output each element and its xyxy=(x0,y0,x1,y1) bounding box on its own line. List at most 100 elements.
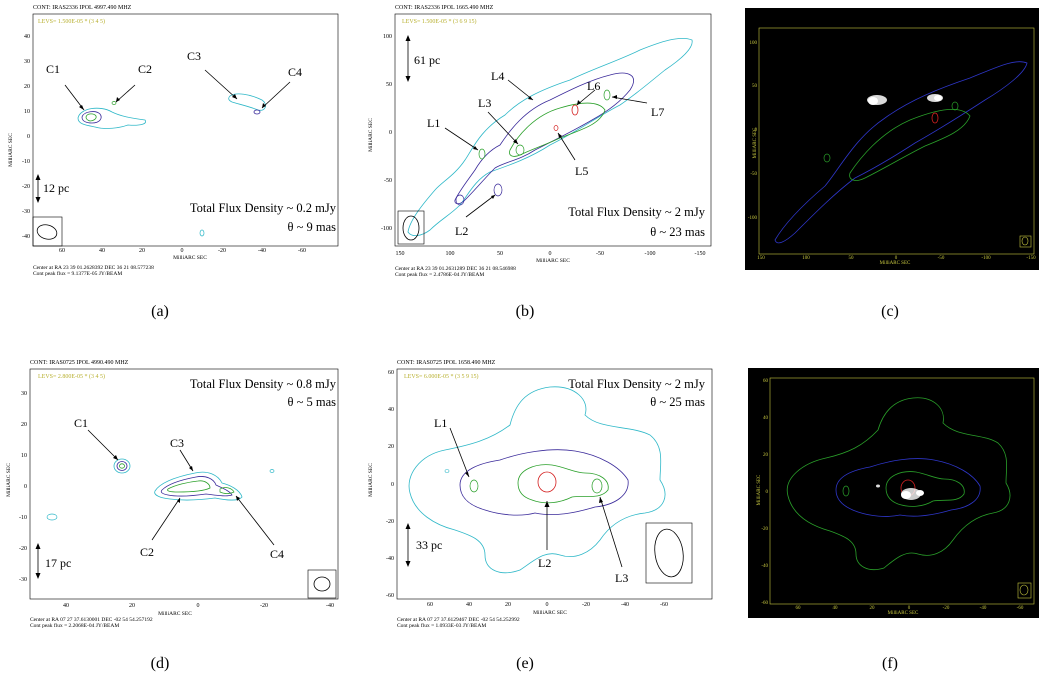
x-tick: -40 xyxy=(326,603,334,609)
x-tick: -40 xyxy=(980,606,987,611)
x-tick: 40 xyxy=(63,603,69,609)
y-tick: 40 xyxy=(388,407,394,413)
y-tick: -10 xyxy=(19,515,27,521)
component-label: L5 xyxy=(575,164,588,178)
x-tick: -60 xyxy=(1017,606,1024,611)
y-tick: -20 xyxy=(19,546,27,552)
theta-label: θ ~ 25 mas xyxy=(650,395,705,409)
y-tick: 100 xyxy=(383,34,392,40)
y-tick: 10 xyxy=(21,453,27,459)
y-tick: 20 xyxy=(21,422,27,428)
panel-footer: Center at RA 07 27 37.6130001 DEC -02 54… xyxy=(30,617,153,630)
y-tick: 20 xyxy=(763,453,769,458)
component-label: C2 xyxy=(140,545,154,559)
x-tick: 40 xyxy=(466,602,472,608)
y-tick: -100 xyxy=(381,226,392,232)
x-axis-label: MilliARC SEC xyxy=(533,610,567,616)
contour-plot: LEVS= 2.800E-05 * (3 4 5) MilliARC SEC M… xyxy=(6,368,339,617)
component-label: L3 xyxy=(615,571,628,585)
y-axis-label: MilliARC SEC xyxy=(753,127,758,158)
levs-text: LEVS= 1.500E-05 * (3 6 9 15) xyxy=(402,18,477,25)
panel-f: MilliARC SEC MilliARC SEC 60 40 20 0 -20… xyxy=(748,368,1039,682)
component-label: C1 xyxy=(46,62,60,76)
y-axis-label: MilliARC SEC xyxy=(368,118,374,152)
x-tick: -150 xyxy=(1026,256,1036,261)
overlay-image: MilliARC SEC MilliARC SEC 100 50 0 -50 -… xyxy=(745,8,1039,270)
overlay-image: MilliARC SEC MilliARC SEC 60 40 20 0 -20… xyxy=(748,368,1039,618)
x-tick: 50 xyxy=(497,251,503,257)
component-label: C1 xyxy=(74,416,88,430)
caption: (e) xyxy=(516,655,534,672)
y-tick: 0 xyxy=(24,484,27,490)
x-tick: -40 xyxy=(258,248,266,254)
x-tick: 60 xyxy=(796,606,802,611)
panel-footer: Center at RA 23 39 01.2628392 DEC 36 21 … xyxy=(33,265,154,278)
x-tick: 40 xyxy=(99,248,105,254)
x-tick: 50 xyxy=(849,256,855,261)
panel-c: MilliARC SEC MilliARC SEC 100 50 0 -50 -… xyxy=(745,8,1039,328)
x-tick: 20 xyxy=(129,603,135,609)
component-label: C3 xyxy=(170,436,184,450)
y-tick: -40 xyxy=(386,556,394,562)
y-axis-label: MilliARC SEC xyxy=(368,463,374,497)
caption: (f) xyxy=(882,655,898,672)
y-tick: 10 xyxy=(24,109,30,115)
x-tick: 0 xyxy=(197,603,200,609)
y-tick: 50 xyxy=(386,82,392,88)
y-tick: 60 xyxy=(388,370,394,376)
component-label: L2 xyxy=(538,556,551,570)
x-tick: 0 xyxy=(549,251,552,257)
panel-d: CONT: IRAS0725 IPOL 4990.490 MHZ LEVS= 2… xyxy=(0,355,345,682)
y-tick: -60 xyxy=(386,593,394,599)
panel-header: CONT: IRAS2336 IPOL 4997.490 MHZ xyxy=(33,5,132,11)
y-tick: 0 xyxy=(755,128,758,133)
y-tick: 100 xyxy=(750,41,758,46)
component-label: L1 xyxy=(434,416,447,430)
y-axis-label: MilliARC SEC xyxy=(6,463,12,497)
x-tick: 60 xyxy=(427,602,433,608)
x-tick: 0 xyxy=(908,606,911,611)
flux-label: Total Flux Density ~ 2 mJy xyxy=(568,377,706,391)
scale-label: 61 pc xyxy=(414,53,440,67)
levs-text: LEVS= 6.000E-05 * (3 5 9 15) xyxy=(404,373,479,380)
component-label: C2 xyxy=(138,62,152,76)
flux-label: Total Flux Density ~ 2 mJy xyxy=(568,205,706,219)
panel-e: CONT: IRAS0725 IPOL 1658.490 MHZ LEVS= 6… xyxy=(360,355,720,682)
y-tick: -40 xyxy=(22,234,30,240)
x-tick: 0 xyxy=(895,256,898,261)
x-tick: -40 xyxy=(621,602,629,608)
y-tick: -40 xyxy=(761,564,768,569)
flux-label: Total Flux Density ~ 0.2 mJy xyxy=(190,201,337,215)
y-tick: -10 xyxy=(22,159,30,165)
x-tick: 60 xyxy=(59,248,65,254)
y-tick: -20 xyxy=(22,184,30,190)
component-label: C3 xyxy=(187,49,201,63)
caption: (b) xyxy=(515,303,535,320)
x-tick: -20 xyxy=(943,606,950,611)
theta-label: θ ~ 5 mas xyxy=(287,395,336,409)
scale-label: 33 pc xyxy=(416,538,442,552)
x-tick: 20 xyxy=(870,606,876,611)
x-tick: -60 xyxy=(660,602,668,608)
y-tick: 0 xyxy=(391,482,394,488)
flux-label: Total Flux Density ~ 0.8 mJy xyxy=(190,377,337,391)
caption: (c) xyxy=(881,303,899,320)
component-label: L7 xyxy=(651,105,664,119)
x-tick: 100 xyxy=(446,251,455,257)
y-tick: 0 xyxy=(27,134,30,140)
x-axis-label: MilliARC SEC xyxy=(158,611,192,617)
caption: (d) xyxy=(150,655,170,672)
panel-header: CONT: IRAS2336 IPOL 1665.490 MHZ xyxy=(395,5,494,11)
component-label: C4 xyxy=(270,547,284,561)
x-tick: 150 xyxy=(396,251,405,257)
scale-label: 12 pc xyxy=(43,181,69,195)
component-label: L6 xyxy=(587,79,600,93)
y-tick: 20 xyxy=(388,444,394,450)
y-tick: -20 xyxy=(386,519,394,525)
x-tick: 20 xyxy=(139,248,145,254)
y-tick: -20 xyxy=(761,527,768,532)
levs-text: LEVS= 1.500E-05 * (3 4 5) xyxy=(38,18,105,25)
panel-footer: Center at RA 23 39 01.2631289 DEC 36 21 … xyxy=(395,266,516,279)
y-tick: -30 xyxy=(22,209,30,215)
x-tick: -20 xyxy=(260,603,268,609)
